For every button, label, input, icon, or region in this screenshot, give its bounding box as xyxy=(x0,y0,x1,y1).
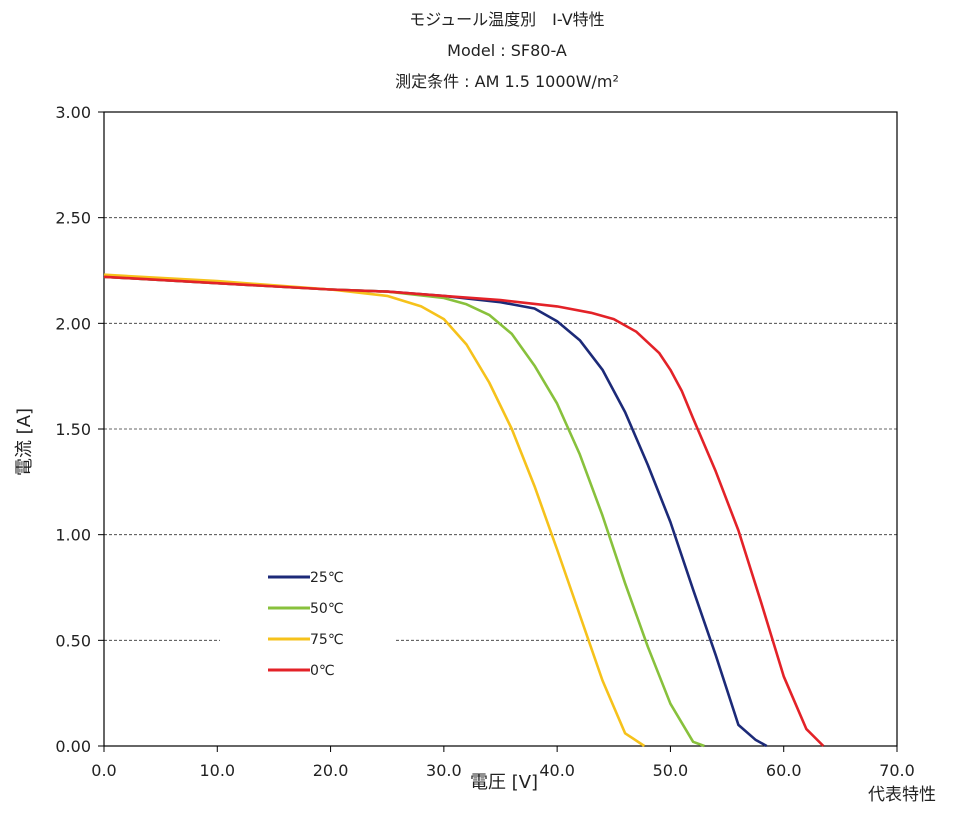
chart-title: モジュール温度別 I-V特性 Model : SF80-A 測定条件 : AM … xyxy=(395,10,619,91)
x-tick-label: 70.0 xyxy=(879,761,915,780)
x-tick-label: 20.0 xyxy=(313,761,349,780)
series-lines xyxy=(103,273,825,748)
footnote: 代表特性 xyxy=(868,785,936,805)
legend-label-1: 50℃ xyxy=(310,601,344,617)
x-tick-label: 30.0 xyxy=(426,761,462,780)
legend-label-2: 75℃ xyxy=(310,632,344,648)
legend-label-0: 25℃ xyxy=(310,570,344,586)
series-line-0 xyxy=(103,275,768,748)
x-tick-label: 60.0 xyxy=(766,761,802,780)
y-tick-label: 3.00 xyxy=(55,103,91,122)
y-tick-labels: 0.00 0.50 1.00 1.50 2.00 2.50 3.00 xyxy=(55,103,104,756)
y-axis-title: 電流 [A] xyxy=(14,408,35,476)
legend-label-3: 0℃ xyxy=(310,663,335,679)
legend: 25℃ 50℃ 75℃ 0℃ xyxy=(268,570,344,679)
title-line-1: モジュール温度別 I-V特性 xyxy=(409,10,604,29)
x-tick-label: 10.0 xyxy=(199,761,235,780)
series-line-1 xyxy=(103,275,705,748)
title-line-3: 測定条件 : AM 1.5 1000W/m² xyxy=(395,72,619,91)
title-line-2: Model : SF80-A xyxy=(447,41,567,60)
y-tick-label: 2.50 xyxy=(55,209,91,228)
y-tick-label: 1.50 xyxy=(55,420,91,439)
x-tick-label: 40.0 xyxy=(539,761,575,780)
x-tick-label: 0.0 xyxy=(91,761,116,780)
x-tick-label: 50.0 xyxy=(653,761,689,780)
x-tick-labels: 0.0 10.0 20.0 30.0 40.0 50.0 60.0 70.0 xyxy=(91,746,915,780)
series-line-3 xyxy=(103,275,825,747)
y-tick-label: 0.50 xyxy=(55,631,91,650)
y-tick-label: 2.00 xyxy=(55,314,91,333)
y-tick-label: 1.00 xyxy=(55,526,91,545)
x-axis-title: 電圧 [V] xyxy=(470,772,538,793)
y-tick-label: 0.00 xyxy=(55,737,91,756)
series-line-2 xyxy=(103,273,646,748)
